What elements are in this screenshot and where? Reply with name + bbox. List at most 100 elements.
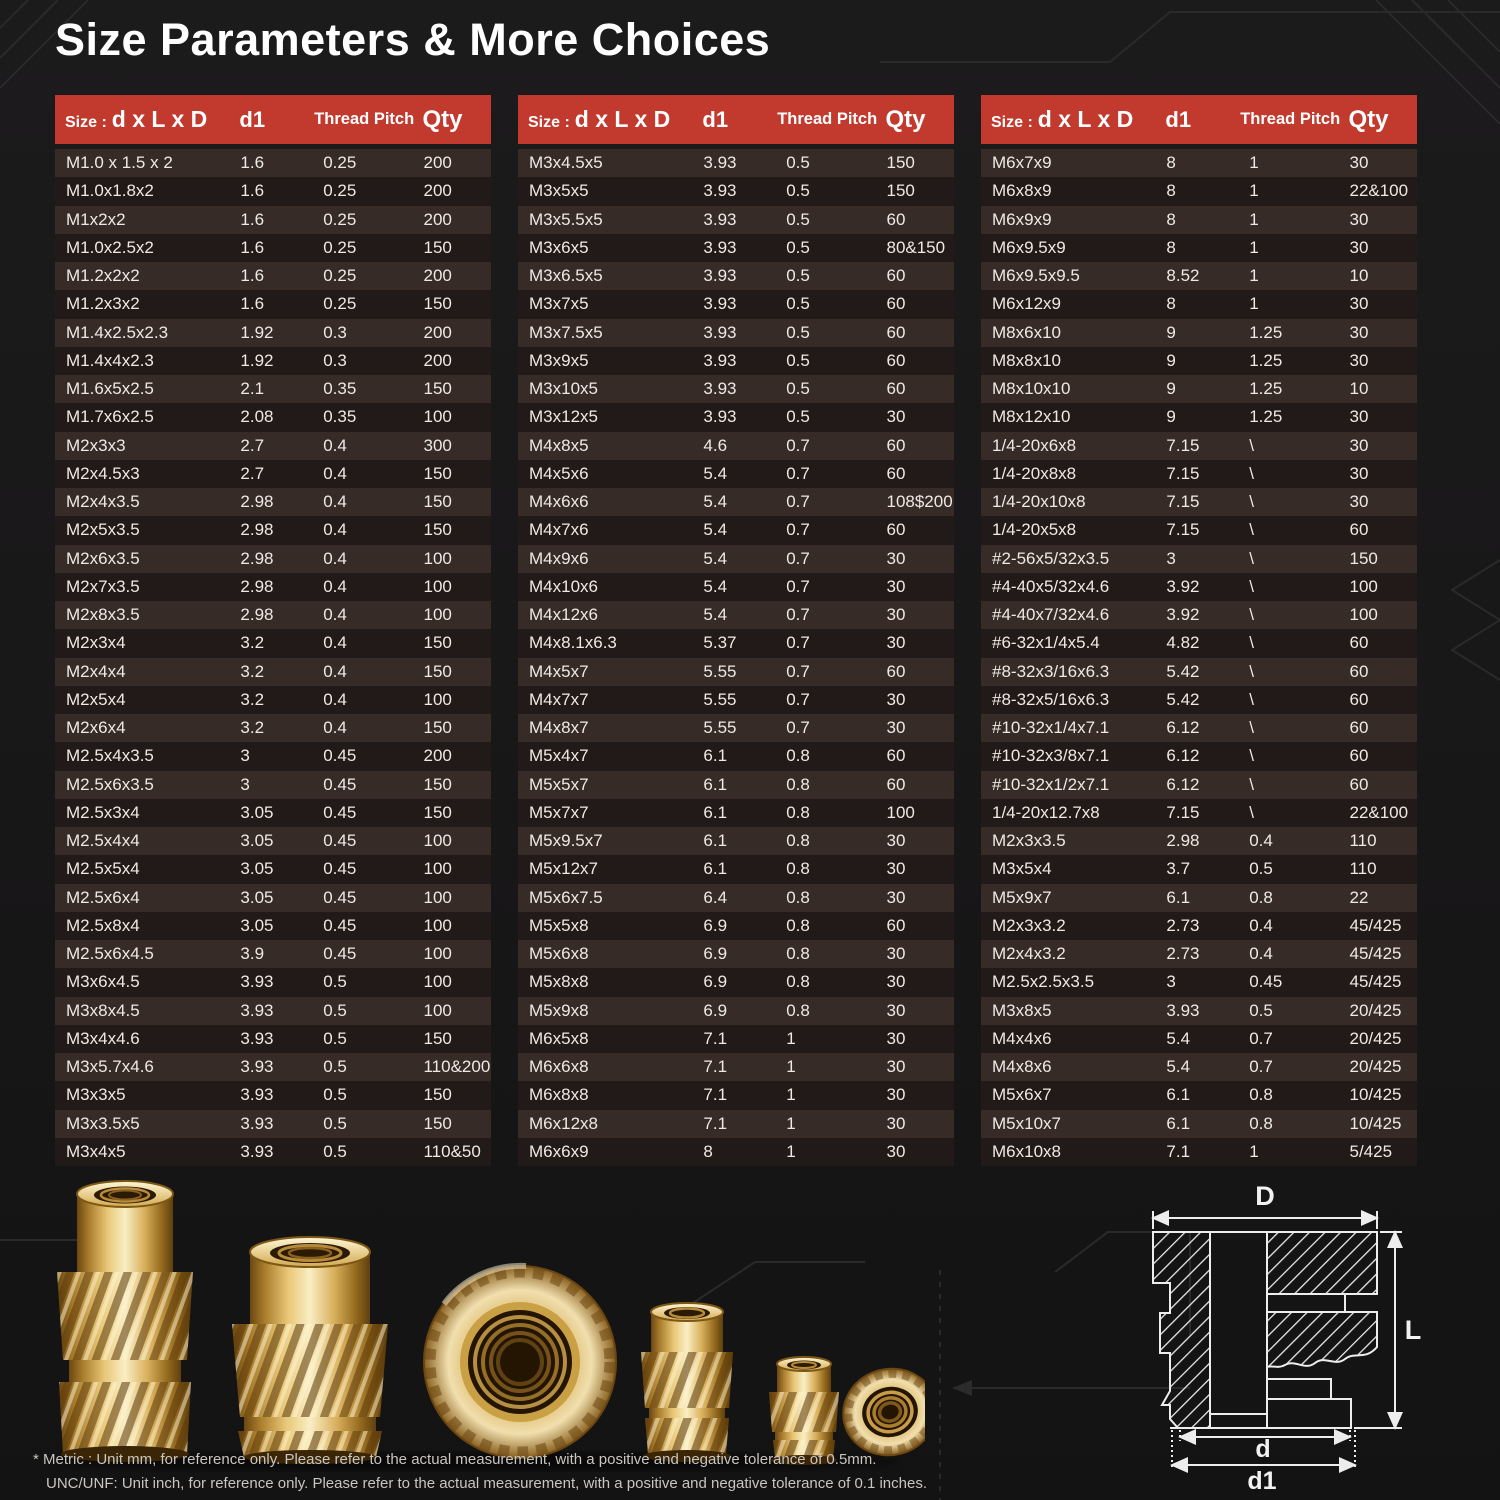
cell-thread-pitch: 0.7	[1249, 1028, 1273, 1048]
table-row: M5x7x7 6.1 0.8 100	[518, 798, 954, 827]
cell-qty: 30	[1349, 463, 1369, 483]
cell-thread-pitch: 0.7	[786, 435, 810, 455]
table-row: M3x4x5 3.93 0.5 110&50	[55, 1137, 491, 1166]
cell-qty: 60	[1349, 661, 1369, 681]
cell-d1: 6.1	[1166, 887, 1191, 907]
table-row: 1/4-20x10x8 7.15 \ 30	[981, 488, 1417, 517]
cell-d1: 5.4	[703, 548, 728, 568]
table-row: M4x9x6 5.4 0.7 30	[518, 544, 954, 573]
cell-d1: 5.4	[703, 492, 728, 512]
table-row: M8x8x10 9 1.25 30	[981, 346, 1417, 375]
cell-size: M4x6x6	[529, 492, 589, 512]
table-header: Size :d x L x D d1 Thread Pitch Qty	[518, 95, 954, 144]
cell-d1: 1.6	[240, 153, 265, 173]
table-row: M2x3x3 2.7 0.4 300	[55, 431, 491, 460]
cell-d1: 3.2	[240, 718, 265, 738]
table-row: M2x4x3.2 2.73 0.4 45/425	[981, 940, 1417, 969]
cell-d1: 4.82	[1166, 633, 1200, 653]
cell-thread-pitch: 0.5	[786, 294, 810, 314]
col-header-d1: d1	[702, 106, 729, 132]
cell-size: M1.4x4x2.3	[66, 350, 154, 370]
cell-qty: 200	[423, 746, 452, 766]
dim-label-D: D	[1255, 1183, 1275, 1211]
table-row: M8x12x10 9 1.25 30	[981, 403, 1417, 432]
cell-size: M5x10x7	[992, 1113, 1061, 1133]
cell-d1: 3.93	[703, 181, 737, 201]
cell-thread-pitch: 0.7	[786, 633, 810, 653]
cell-qty: 30	[1349, 407, 1369, 427]
table-row: M1.4x4x2.3 1.92 0.3 200	[55, 346, 491, 375]
cell-d1: 3.93	[240, 1113, 274, 1133]
cell-size: M1.2x3x2	[66, 294, 140, 314]
product-photo-inserts	[50, 1180, 925, 1471]
cell-size: M5x5x7	[529, 774, 589, 794]
cell-size: M4x8x7	[529, 718, 589, 738]
cell-thread-pitch: 0.25	[323, 209, 357, 229]
table-row: M6x6x9 8 1 30	[518, 1137, 954, 1166]
table-row: M3x12x5 3.93 0.5 30	[518, 403, 954, 432]
table-row: M4x7x6 5.4 0.7 60	[518, 516, 954, 545]
cell-d1: 3	[1166, 972, 1176, 992]
cell-d1: 2.08	[240, 407, 274, 427]
table-row: M1.0 x 1.5 x 2 1.6 0.25 200	[55, 149, 491, 178]
cell-size: #2-56x5/32x3.5	[992, 548, 1110, 568]
table-row: #6-32x1/4x5.4 4.82 \ 60	[981, 629, 1417, 658]
cell-qty: 22&100	[1349, 181, 1409, 201]
cell-d1: 3.05	[240, 859, 274, 879]
cell-qty: 100	[886, 802, 915, 822]
table-row: M5x6x7.5 6.4 0.8 30	[518, 883, 954, 912]
cell-size: M4x8.1x6.3	[529, 633, 617, 653]
cell-size: M6x12x8	[529, 1113, 598, 1133]
cell-size: M4x5x6	[529, 463, 589, 483]
cell-thread-pitch: 0.7	[786, 605, 810, 625]
dim-label-L: L	[1405, 1315, 1422, 1345]
cell-thread-pitch: 0.7	[786, 661, 810, 681]
cell-size: M2x5x4	[66, 689, 126, 709]
cell-thread-pitch: 0.5	[786, 322, 810, 342]
cell-d1: 5.4	[1166, 1057, 1191, 1077]
cell-size: M2x4x3.2	[992, 944, 1066, 964]
cell-thread-pitch: 0.8	[786, 972, 810, 992]
cell-qty: 60	[886, 294, 906, 314]
cell-d1: 7.1	[1166, 1141, 1191, 1161]
cell-thread-pitch: 0.7	[786, 718, 810, 738]
cell-d1: 2.73	[1166, 915, 1200, 935]
cell-thread-pitch: 0.25	[323, 237, 357, 257]
cell-d1: 7.15	[1166, 463, 1200, 483]
cell-thread-pitch: 0.5	[1249, 1000, 1273, 1020]
cell-thread-pitch: 0.4	[323, 576, 347, 596]
table-row: M4x8x5 4.6 0.7 60	[518, 431, 954, 460]
cell-thread-pitch: \	[1249, 576, 1254, 596]
cell-d1: 3.2	[240, 689, 265, 709]
table-row: M8x10x10 9 1.25 10	[981, 375, 1417, 404]
cell-size: M3x8x4.5	[66, 1000, 140, 1020]
table-row: M4x8x6 5.4 0.7 20/425	[981, 1053, 1417, 1082]
table-row: M6x9.5x9.5 8.52 1 10	[981, 262, 1417, 291]
cell-thread-pitch: 0.4	[323, 435, 347, 455]
col-header-size-prefix: Size :	[528, 114, 570, 131]
cell-thread-pitch: 0.4	[1249, 831, 1273, 851]
cell-d1: 6.1	[703, 831, 728, 851]
cell-size: M5x9.5x7	[529, 831, 603, 851]
cell-thread-pitch: \	[1249, 718, 1254, 738]
footnotes: * Metric : Unit mm, for reference only. …	[33, 1448, 927, 1496]
cell-size: M1.0 x 1.5 x 2	[66, 153, 173, 173]
insert-photo-2	[232, 1236, 388, 1464]
footnote-unc-unf: UNC/UNF: Unit inch, for reference only. …	[46, 1475, 927, 1492]
cell-thread-pitch: 0.4	[323, 520, 347, 540]
cell-size: M2x7x3.5	[66, 576, 140, 596]
table-row: M8x6x10 9 1.25 30	[981, 318, 1417, 347]
cell-qty: 108$200	[886, 492, 953, 512]
cell-d1: 1.6	[240, 294, 265, 314]
cell-qty: 30	[1349, 322, 1369, 342]
cell-d1: 5.4	[703, 463, 728, 483]
cell-thread-pitch: 1	[786, 1085, 796, 1105]
cell-size: M1.2x2x2	[66, 266, 140, 286]
table-row: M4x5x6 5.4 0.7 60	[518, 459, 954, 488]
cell-thread-pitch: 1	[1249, 294, 1259, 314]
table-row: M3x3x5 3.93 0.5 150	[55, 1081, 491, 1110]
cell-thread-pitch: 0.4	[323, 661, 347, 681]
cell-size: #4-40x5/32x4.6	[992, 576, 1110, 596]
table-row: #4-40x5/32x4.6 3.92 \ 100	[981, 572, 1417, 601]
cell-size: M3x4x5	[66, 1141, 126, 1161]
